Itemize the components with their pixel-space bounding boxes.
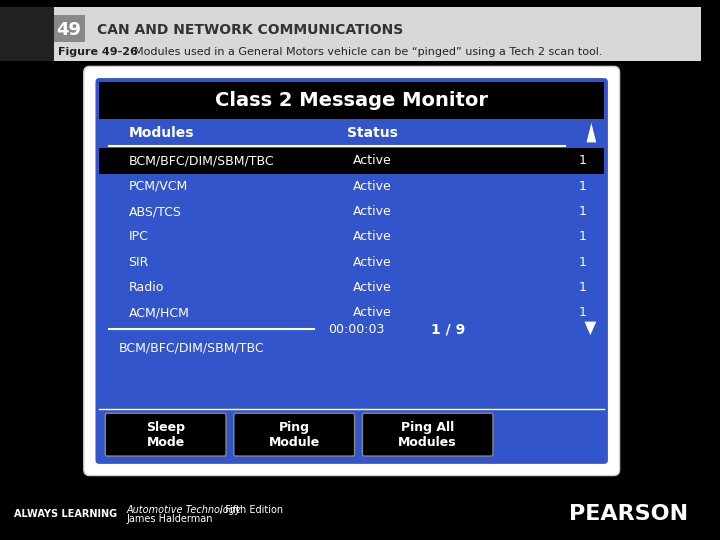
Text: 1: 1 [579,154,587,167]
Text: Ping
Module: Ping Module [269,421,320,449]
Text: 1: 1 [579,205,587,218]
Polygon shape [585,322,596,335]
FancyBboxPatch shape [99,148,604,173]
Text: 1 / 9: 1 / 9 [431,322,465,336]
Text: Sleep
Mode: Sleep Mode [146,421,185,449]
Text: 1: 1 [579,281,587,294]
FancyBboxPatch shape [96,78,608,464]
Text: PCM/VCM: PCM/VCM [129,180,188,193]
Text: CAN AND NETWORK COMMUNICATIONS: CAN AND NETWORK COMMUNICATIONS [97,23,404,37]
Text: ACM/HCM: ACM/HCM [129,306,189,319]
Text: Modules used in a General Motors vehicle can be “pinged” using a Tech 2 scan too: Modules used in a General Motors vehicle… [135,47,603,57]
Text: Active: Active [353,231,392,244]
Text: Active: Active [353,180,392,193]
Text: 00:00:03: 00:00:03 [328,323,384,336]
Text: , Fifth Edition: , Fifth Edition [219,505,284,515]
Text: 49: 49 [57,22,81,39]
FancyBboxPatch shape [0,7,53,60]
Text: Active: Active [353,281,392,294]
FancyBboxPatch shape [105,413,226,456]
Text: Modules: Modules [129,126,194,140]
Text: Class 2 Message Monitor: Class 2 Message Monitor [215,91,488,110]
Text: 1: 1 [579,231,587,244]
FancyBboxPatch shape [99,82,604,119]
FancyBboxPatch shape [99,409,604,460]
FancyBboxPatch shape [99,119,604,146]
FancyBboxPatch shape [234,413,355,456]
FancyBboxPatch shape [362,413,493,456]
Text: 1: 1 [579,180,587,193]
Text: Figure 49-26: Figure 49-26 [58,47,138,57]
Text: ALWAYS LEARNING: ALWAYS LEARNING [14,509,117,518]
Text: SIR: SIR [129,256,149,269]
Text: ABS/TCS: ABS/TCS [129,205,181,218]
Text: Active: Active [353,306,392,319]
Text: BCM/BFC/DIM/SBM/TBC: BCM/BFC/DIM/SBM/TBC [129,154,274,167]
Text: Active: Active [353,154,392,167]
Text: Radio: Radio [129,281,164,294]
Text: Ping All
Modules: Ping All Modules [398,421,457,449]
Text: Active: Active [353,205,392,218]
Text: IPC: IPC [129,231,148,244]
Text: Automotive Technology: Automotive Technology [127,505,241,515]
Text: PEARSON: PEARSON [569,504,688,524]
Text: James Halderman: James Halderman [127,515,213,524]
FancyBboxPatch shape [0,494,701,533]
Text: 1: 1 [579,306,587,319]
FancyBboxPatch shape [84,66,620,476]
Text: Active: Active [353,256,392,269]
Text: Status: Status [347,126,397,140]
Text: BCM/BFC/DIM/SBM/TBC: BCM/BFC/DIM/SBM/TBC [119,341,264,354]
Polygon shape [587,123,596,143]
Text: 1: 1 [579,256,587,269]
FancyBboxPatch shape [53,15,85,42]
FancyBboxPatch shape [0,7,701,60]
